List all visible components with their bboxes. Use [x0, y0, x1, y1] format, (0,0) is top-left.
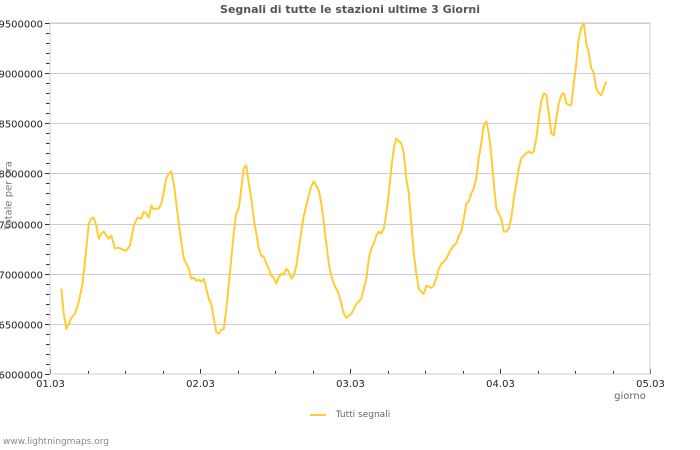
x-tick-label: 05.03 [636, 379, 665, 390]
legend: Tutti segnali [0, 410, 700, 420]
y-tick-label: 7500000 [0, 221, 43, 232]
y-tick-label: 9500000 [0, 20, 43, 31]
grid-lines [50, 23, 650, 325]
watermark-link[interactable]: www.lightningmaps.org [3, 437, 109, 447]
chart-plot: 6000000 6500000 7000000 7500000 8000000 85000… [0, 20, 665, 391]
legend-label: Tutti segnali [335, 410, 391, 420]
x-tick-label: 02.03 [186, 379, 215, 390]
x-axis-ticks: 01.03 02.03 03.03 04.03 05.03 [36, 369, 665, 390]
y-tick-label: 8000000 [0, 170, 43, 181]
y-tick-label: 9000000 [0, 70, 43, 81]
x-tick-label: 04.03 [486, 379, 515, 390]
x-axis-label: giorno [614, 391, 646, 402]
x-tick-label: 03.03 [336, 379, 365, 390]
y-tick-label: 6500000 [0, 321, 43, 332]
plot-frame [49, 22, 651, 375]
legend-swatch-icon [309, 413, 326, 416]
y-tick-label: 6000000 [0, 371, 43, 382]
y-tick-label: 7000000 [0, 271, 43, 282]
x-tick-label: 01.03 [36, 379, 65, 390]
y-axis-label: Totale per ora [3, 161, 15, 230]
chart-title: Segnali di tutte le stazioni ultime 3 Gi… [220, 3, 480, 16]
series-line-tutti-segnali [60, 22, 608, 335]
y-tick-label: 8500000 [0, 120, 43, 131]
y-axis-ticks: 6000000 6500000 7000000 7500000 8000000 85000… [0, 20, 50, 382]
